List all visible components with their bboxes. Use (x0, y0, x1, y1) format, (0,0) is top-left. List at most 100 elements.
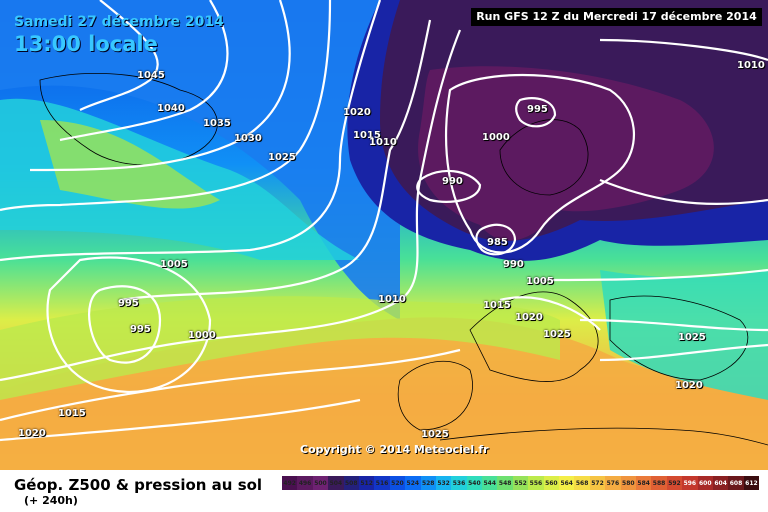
legend-swatch (451, 476, 467, 490)
legend-swatch (697, 476, 713, 490)
legend-value: 552 (514, 480, 527, 487)
legend-value: 500 (314, 480, 327, 487)
isobar-label: 1015 (483, 300, 511, 311)
isobar-label: 1025 (678, 332, 706, 343)
legend-value: 520 (391, 480, 404, 487)
legend-swatch (374, 476, 390, 490)
legend-scale (282, 476, 760, 490)
legend-swatch (282, 476, 298, 490)
legend-value: 548 (498, 480, 512, 487)
legend-value: 512 (360, 480, 373, 487)
isobar-label: 995 (130, 324, 151, 335)
legend-value: 556 (529, 480, 543, 487)
legend-swatch (620, 476, 636, 490)
isobar-label: 1025 (421, 429, 449, 440)
isobar-label: 1030 (234, 133, 262, 144)
isobar-label: 1000 (188, 330, 216, 341)
isobar-label: 995 (527, 104, 548, 115)
legend-value: 592 (668, 480, 681, 487)
isobar-label: 1010 (378, 294, 406, 305)
isobar-label: 1010 (737, 60, 765, 71)
band-yellowgreen (0, 296, 560, 400)
legend-value: 540 (468, 480, 481, 487)
legend-value: 544 (483, 480, 497, 487)
legend-value: 580 (622, 480, 635, 487)
isobar-label: 1020 (515, 312, 543, 323)
isobar-label: 1020 (343, 107, 371, 118)
legend-value: 536 (452, 480, 466, 487)
legend-swatch (589, 476, 606, 490)
legend-value: 564 (560, 480, 573, 487)
coastlines (39, 73, 768, 446)
isobar-label: 1005 (160, 259, 188, 270)
forecast-date: Samedi 27 décembre 2014 (14, 14, 224, 30)
legend-value: 560 (545, 480, 558, 487)
band-blue-west (0, 0, 400, 320)
legend-value: 568 (575, 480, 589, 487)
isobar-label: 1045 (137, 70, 165, 81)
isobar-lines (0, 0, 768, 440)
legend-swatch (651, 476, 667, 490)
band-purple-core (418, 66, 714, 241)
isobar-label: 1020 (18, 428, 46, 439)
isobar-label: 1025 (268, 152, 296, 163)
legend-value: 496 (298, 480, 312, 487)
isobar-label: 990 (442, 176, 463, 187)
isobar-label: 1000 (482, 132, 510, 143)
isobar-label: 1015 (353, 130, 381, 141)
legend-scale-labels: 492 496 500 504 508 512 516 520 524 528 532 536 540 5… (282, 480, 759, 487)
legend-swatch (512, 476, 529, 490)
legend-value: 508 (344, 480, 358, 487)
isobar-label: 1020 (675, 380, 703, 391)
map-canvas (0, 0, 768, 470)
legend-value: 492 (283, 480, 296, 487)
legend-value: 528 (421, 480, 435, 487)
legend-value: 576 (606, 480, 620, 487)
legend-value: 600 (698, 480, 712, 487)
legend-value: 572 (591, 480, 604, 487)
legend-swatch (389, 476, 406, 490)
legend-value: 532 (437, 480, 450, 487)
isobar-label: 1005 (526, 276, 554, 287)
band-cyan-east (600, 270, 768, 400)
legend-swatch (635, 476, 652, 490)
legend-swatch (466, 476, 483, 490)
legend-value: 588 (652, 480, 666, 487)
isobar-label: 1040 (157, 103, 185, 114)
legend-swatch (528, 476, 544, 490)
legend-swatch (343, 476, 359, 490)
legend-swatch (605, 476, 621, 490)
isobar-label: 1010 (369, 137, 397, 148)
isobar-label: 990 (503, 259, 524, 270)
legend-swatch (574, 476, 590, 490)
isobar-label: 985 (487, 237, 508, 248)
legend-swatch (728, 476, 744, 490)
isobar-label: 995 (118, 298, 139, 309)
legend-swatch (666, 476, 683, 490)
copyright: Copyright © 2014 Meteociel.fr (300, 443, 489, 456)
legend-value: 524 (406, 480, 420, 487)
legend-swatch (543, 476, 560, 490)
legend-value: 596 (683, 480, 697, 487)
legend-swatch (559, 476, 575, 490)
legend-swatch (420, 476, 436, 490)
legend-value: 504 (329, 480, 343, 487)
legend-value: 612 (745, 480, 758, 487)
caption-range: (+ 240h) (24, 494, 78, 507)
legend-swatch (435, 476, 452, 490)
legend-value: 608 (729, 480, 743, 487)
legend-swatch (743, 476, 760, 490)
isobar-label: 1015 (58, 408, 86, 419)
isobar-label: 1025 (543, 329, 571, 340)
isobar-label: 1035 (203, 118, 231, 129)
legend-value: 516 (375, 480, 389, 487)
caption-title: Géop. Z500 & pression au sol (14, 476, 263, 494)
legend-swatch (482, 476, 498, 490)
legend-swatch (328, 476, 344, 490)
legend-swatch (297, 476, 313, 490)
legend-swatch (405, 476, 421, 490)
legend-swatch (312, 476, 329, 490)
legend-value: 604 (714, 480, 727, 487)
weather-map: Samedi 27 décembre 2014 13:00 locale Run… (0, 0, 768, 470)
legend-swatch (682, 476, 698, 490)
